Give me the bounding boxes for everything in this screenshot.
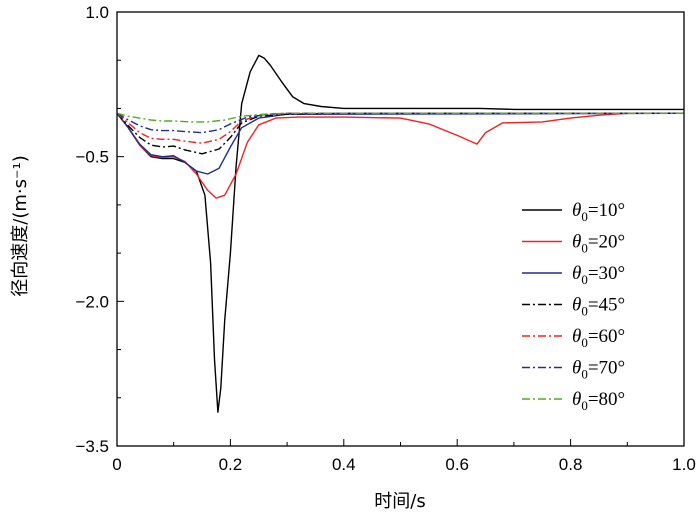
series-line-7	[117, 112, 684, 123]
x-tick-label: 1.0	[672, 455, 696, 474]
y-tick-label: −0.5	[75, 148, 109, 167]
ticks-layer: 0 0.2 0.4 0.6 0.8 1.0 1.0 −0.5 −2.0 −3.5	[75, 3, 695, 474]
y-tick-label: −2.0	[75, 292, 109, 311]
x-tick-label: 0	[112, 455, 121, 474]
legend-label-7: θ0=80°	[572, 389, 625, 413]
y-axis-title: 径向速度/(m·s⁻¹)	[10, 155, 31, 296]
x-tick-label: 0.4	[332, 455, 356, 474]
x-tick-label: 0.6	[445, 455, 469, 474]
legend: θ0=10° θ0=20° θ0=30° θ0=45° θ0=60° θ0=70° θ0=8…	[522, 200, 625, 413]
x-axis-title: 时间/s	[374, 491, 425, 512]
series-line-1	[117, 54, 684, 413]
y-tick-label: −3.5	[75, 437, 109, 456]
series-line-6	[117, 112, 684, 134]
legend-label-4: θ0=45°	[572, 295, 625, 319]
series-layer	[117, 54, 684, 413]
legend-label-6: θ0=70°	[572, 358, 625, 382]
legend-label-3: θ0=30°	[572, 263, 625, 287]
series-line-3	[117, 112, 684, 175]
series-line-2	[117, 112, 684, 199]
legend-label-2: θ0=20°	[572, 232, 625, 256]
plot-frame	[116, 11, 685, 447]
x-tick-label: 0.2	[219, 455, 243, 474]
y-tick-label: 1.0	[85, 3, 109, 22]
legend-label-1: θ0=10°	[572, 200, 625, 224]
series-line-4	[117, 112, 684, 155]
legend-label-5: θ0=60°	[572, 326, 625, 350]
x-tick-label: 0.8	[559, 455, 583, 474]
